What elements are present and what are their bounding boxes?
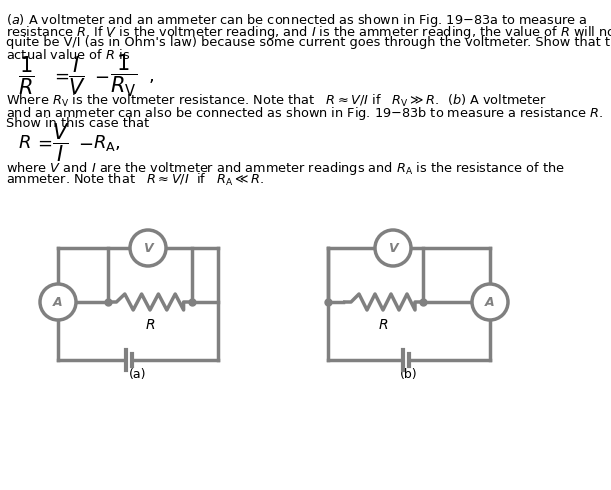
Text: Show in this case that: Show in this case that — [6, 117, 149, 130]
Circle shape — [40, 284, 76, 320]
Text: $R$: $R$ — [18, 134, 31, 152]
Text: $-$: $-$ — [94, 67, 109, 85]
Text: where $V$ and $I$ are the voltmeter and ammeter readings and $R_{\rm A}$ is the : where $V$ and $I$ are the voltmeter and … — [6, 160, 565, 177]
Text: (a): (a) — [130, 368, 147, 381]
Circle shape — [472, 284, 508, 320]
Text: Where $R_{\rm V}$ is the voltmeter resistance. Note that   $R \approx V/I$ if   : Where $R_{\rm V}$ is the voltmeter resis… — [6, 93, 547, 109]
Text: $\dfrac{1}{R}$: $\dfrac{1}{R}$ — [18, 55, 34, 97]
Text: $=$: $=$ — [34, 134, 53, 152]
Text: $-$: $-$ — [78, 134, 93, 152]
Text: V: V — [388, 242, 398, 254]
Text: A: A — [53, 295, 63, 309]
Text: $\dfrac{1}{R_{\rm V}}$: $\dfrac{1}{R_{\rm V}}$ — [110, 53, 137, 99]
Text: $R_{\rm A},$: $R_{\rm A},$ — [93, 133, 120, 153]
Text: $(a)$ A voltmeter and an ammeter can be connected as shown in Fig. 19$-$83a to m: $(a)$ A voltmeter and an ammeter can be … — [6, 12, 588, 29]
Text: V: V — [143, 242, 153, 254]
Text: (b): (b) — [400, 368, 418, 381]
Text: $R$: $R$ — [145, 318, 155, 332]
Text: quite be V/I (as in Ohm's law) because some current goes through the voltmeter. : quite be V/I (as in Ohm's law) because s… — [6, 36, 611, 49]
Text: $\dfrac{I}{V}$: $\dfrac{I}{V}$ — [68, 55, 86, 97]
Text: $=$: $=$ — [51, 67, 70, 85]
Text: resistance $R$. If $V$ is the voltmeter reading, and $I$ is the ammeter reading,: resistance $R$. If $V$ is the voltmeter … — [6, 24, 611, 41]
Circle shape — [375, 230, 411, 266]
Text: ammeter. Note that   $R \approx V/I$  if   $R_{\rm A} \ll R.$: ammeter. Note that $R \approx V/I$ if $R… — [6, 172, 264, 188]
Text: actual value of $R$ is: actual value of $R$ is — [6, 48, 130, 62]
Circle shape — [130, 230, 166, 266]
Text: $\dfrac{V}{I}$: $\dfrac{V}{I}$ — [52, 122, 70, 164]
Text: and an ammeter can also be connected as shown in Fig. 19$-$83b to measure a resi: and an ammeter can also be connected as … — [6, 105, 604, 122]
Text: $,$: $,$ — [148, 67, 154, 85]
Text: A: A — [485, 295, 495, 309]
Text: $R$: $R$ — [378, 318, 388, 332]
